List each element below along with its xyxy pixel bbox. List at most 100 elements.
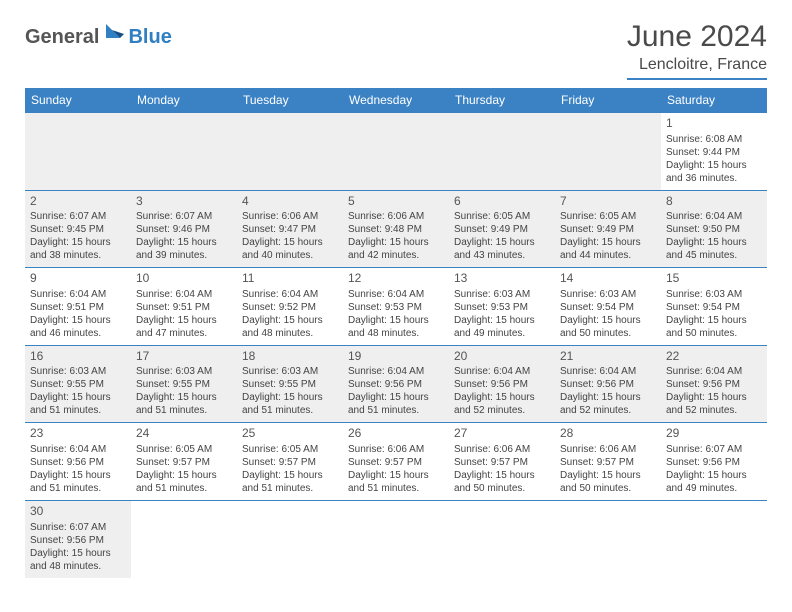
day-info-line: Daylight: 15 hours: [136, 236, 232, 249]
day-info-line: Sunrise: 6:06 AM: [348, 443, 444, 456]
day-info-line: and 48 minutes.: [242, 327, 338, 340]
day-info-line: Sunset: 9:56 PM: [560, 378, 656, 391]
day-info-line: and 48 minutes.: [348, 327, 444, 340]
day-info-line: and 51 minutes.: [242, 482, 338, 495]
calendar-day-cell: 5Sunrise: 6:06 AMSunset: 9:48 PMDaylight…: [343, 190, 449, 268]
day-info-line: Sunrise: 6:06 AM: [560, 443, 656, 456]
calendar-day-cell: 26Sunrise: 6:06 AMSunset: 9:57 PMDayligh…: [343, 423, 449, 501]
sail-icon: [104, 22, 126, 43]
title-block: June 2024 Lencloitre, France: [627, 20, 767, 80]
day-info-line: Sunrise: 6:04 AM: [348, 365, 444, 378]
day-info-line: Sunrise: 6:04 AM: [30, 288, 126, 301]
day-info-line: Sunrise: 6:04 AM: [454, 365, 550, 378]
calendar-day-cell: [449, 113, 555, 191]
day-info-line: Sunset: 9:57 PM: [454, 456, 550, 469]
day-info-line: Daylight: 15 hours: [560, 236, 656, 249]
day-number: 26: [348, 426, 444, 442]
calendar-day-cell: 4Sunrise: 6:06 AMSunset: 9:47 PMDaylight…: [237, 190, 343, 268]
day-info-line: Sunrise: 6:05 AM: [242, 443, 338, 456]
day-info-line: Daylight: 15 hours: [666, 236, 762, 249]
day-info-line: and 51 minutes.: [136, 482, 232, 495]
day-info-line: and 51 minutes.: [30, 482, 126, 495]
day-info-line: Daylight: 15 hours: [136, 391, 232, 404]
calendar-day-cell: [343, 113, 449, 191]
calendar-header-row: SundayMondayTuesdayWednesdayThursdayFrid…: [25, 88, 767, 113]
calendar-week-row: 2Sunrise: 6:07 AMSunset: 9:45 PMDaylight…: [25, 190, 767, 268]
calendar-day-cell: 28Sunrise: 6:06 AMSunset: 9:57 PMDayligh…: [555, 423, 661, 501]
day-number: 14: [560, 271, 656, 287]
day-info-line: Daylight: 15 hours: [30, 314, 126, 327]
calendar-day-cell: 22Sunrise: 6:04 AMSunset: 9:56 PMDayligh…: [661, 345, 767, 423]
day-info-line: Sunrise: 6:05 AM: [454, 210, 550, 223]
day-info-line: and 49 minutes.: [666, 482, 762, 495]
day-info-line: Sunrise: 6:07 AM: [30, 521, 126, 534]
day-info-line: Sunrise: 6:03 AM: [136, 365, 232, 378]
day-number: 2: [30, 194, 126, 210]
calendar-day-cell: [237, 113, 343, 191]
calendar-day-cell: 13Sunrise: 6:03 AMSunset: 9:53 PMDayligh…: [449, 268, 555, 346]
day-info-line: Daylight: 15 hours: [30, 469, 126, 482]
day-number: 17: [136, 349, 232, 365]
day-info-line: Sunset: 9:48 PM: [348, 223, 444, 236]
calendar-day-cell: 8Sunrise: 6:04 AMSunset: 9:50 PMDaylight…: [661, 190, 767, 268]
calendar-day-cell: 30Sunrise: 6:07 AMSunset: 9:56 PMDayligh…: [25, 500, 131, 577]
day-info-line: and 50 minutes.: [666, 327, 762, 340]
day-info-line: Daylight: 15 hours: [454, 391, 550, 404]
day-info-line: Daylight: 15 hours: [242, 469, 338, 482]
day-info-line: Daylight: 15 hours: [348, 469, 444, 482]
day-info-line: Sunrise: 6:06 AM: [454, 443, 550, 456]
day-info-line: Sunset: 9:49 PM: [454, 223, 550, 236]
day-number: 24: [136, 426, 232, 442]
day-info-line: Sunset: 9:52 PM: [242, 301, 338, 314]
day-info-line: and 50 minutes.: [560, 482, 656, 495]
calendar-day-cell: 20Sunrise: 6:04 AMSunset: 9:56 PMDayligh…: [449, 345, 555, 423]
day-info-line: Sunset: 9:51 PM: [136, 301, 232, 314]
day-info-line: Sunrise: 6:04 AM: [560, 365, 656, 378]
day-info-line: Sunset: 9:57 PM: [560, 456, 656, 469]
calendar-day-cell: 17Sunrise: 6:03 AMSunset: 9:55 PMDayligh…: [131, 345, 237, 423]
brand-logo: General Blue: [25, 20, 172, 49]
day-info-line: and 38 minutes.: [30, 249, 126, 262]
day-number: 20: [454, 349, 550, 365]
day-number: 25: [242, 426, 338, 442]
day-info-line: Daylight: 15 hours: [666, 391, 762, 404]
day-info-line: Sunset: 9:53 PM: [454, 301, 550, 314]
day-info-line: Sunrise: 6:06 AM: [348, 210, 444, 223]
day-info-line: Daylight: 15 hours: [666, 469, 762, 482]
day-number: 18: [242, 349, 338, 365]
day-info-line: and 42 minutes.: [348, 249, 444, 262]
calendar-day-cell: 16Sunrise: 6:03 AMSunset: 9:55 PMDayligh…: [25, 345, 131, 423]
calendar-day-cell: 12Sunrise: 6:04 AMSunset: 9:53 PMDayligh…: [343, 268, 449, 346]
day-info-line: and 52 minutes.: [454, 404, 550, 417]
day-number: 4: [242, 194, 338, 210]
day-info-line: Sunset: 9:47 PM: [242, 223, 338, 236]
calendar-week-row: 1Sunrise: 6:08 AMSunset: 9:44 PMDaylight…: [25, 113, 767, 191]
day-number: 30: [30, 504, 126, 520]
brand-text-blue: Blue: [128, 26, 171, 49]
day-info-line: Sunset: 9:56 PM: [666, 378, 762, 391]
day-info-line: Sunrise: 6:03 AM: [454, 288, 550, 301]
day-info-line: Sunset: 9:55 PM: [136, 378, 232, 391]
calendar-day-cell: [343, 500, 449, 577]
day-number: 1: [666, 116, 762, 132]
day-number: 13: [454, 271, 550, 287]
month-title: June 2024: [627, 20, 767, 54]
location-label: Lencloitre, France: [627, 56, 767, 80]
day-number: 8: [666, 194, 762, 210]
day-info-line: Daylight: 15 hours: [666, 314, 762, 327]
day-info-line: and 51 minutes.: [242, 404, 338, 417]
day-info-line: and 36 minutes.: [666, 172, 762, 185]
day-info-line: Daylight: 15 hours: [560, 314, 656, 327]
day-info-line: Daylight: 15 hours: [666, 159, 762, 172]
day-number: 3: [136, 194, 232, 210]
day-info-line: Sunrise: 6:07 AM: [666, 443, 762, 456]
day-info-line: Sunrise: 6:04 AM: [348, 288, 444, 301]
day-number: 27: [454, 426, 550, 442]
calendar-day-cell: 9Sunrise: 6:04 AMSunset: 9:51 PMDaylight…: [25, 268, 131, 346]
day-info-line: Daylight: 15 hours: [348, 391, 444, 404]
brand-text-general: General: [25, 26, 99, 49]
weekday-header: Friday: [555, 88, 661, 113]
day-info-line: and 51 minutes.: [348, 482, 444, 495]
day-info-line: Sunset: 9:56 PM: [666, 456, 762, 469]
day-info-line: Sunrise: 6:06 AM: [242, 210, 338, 223]
